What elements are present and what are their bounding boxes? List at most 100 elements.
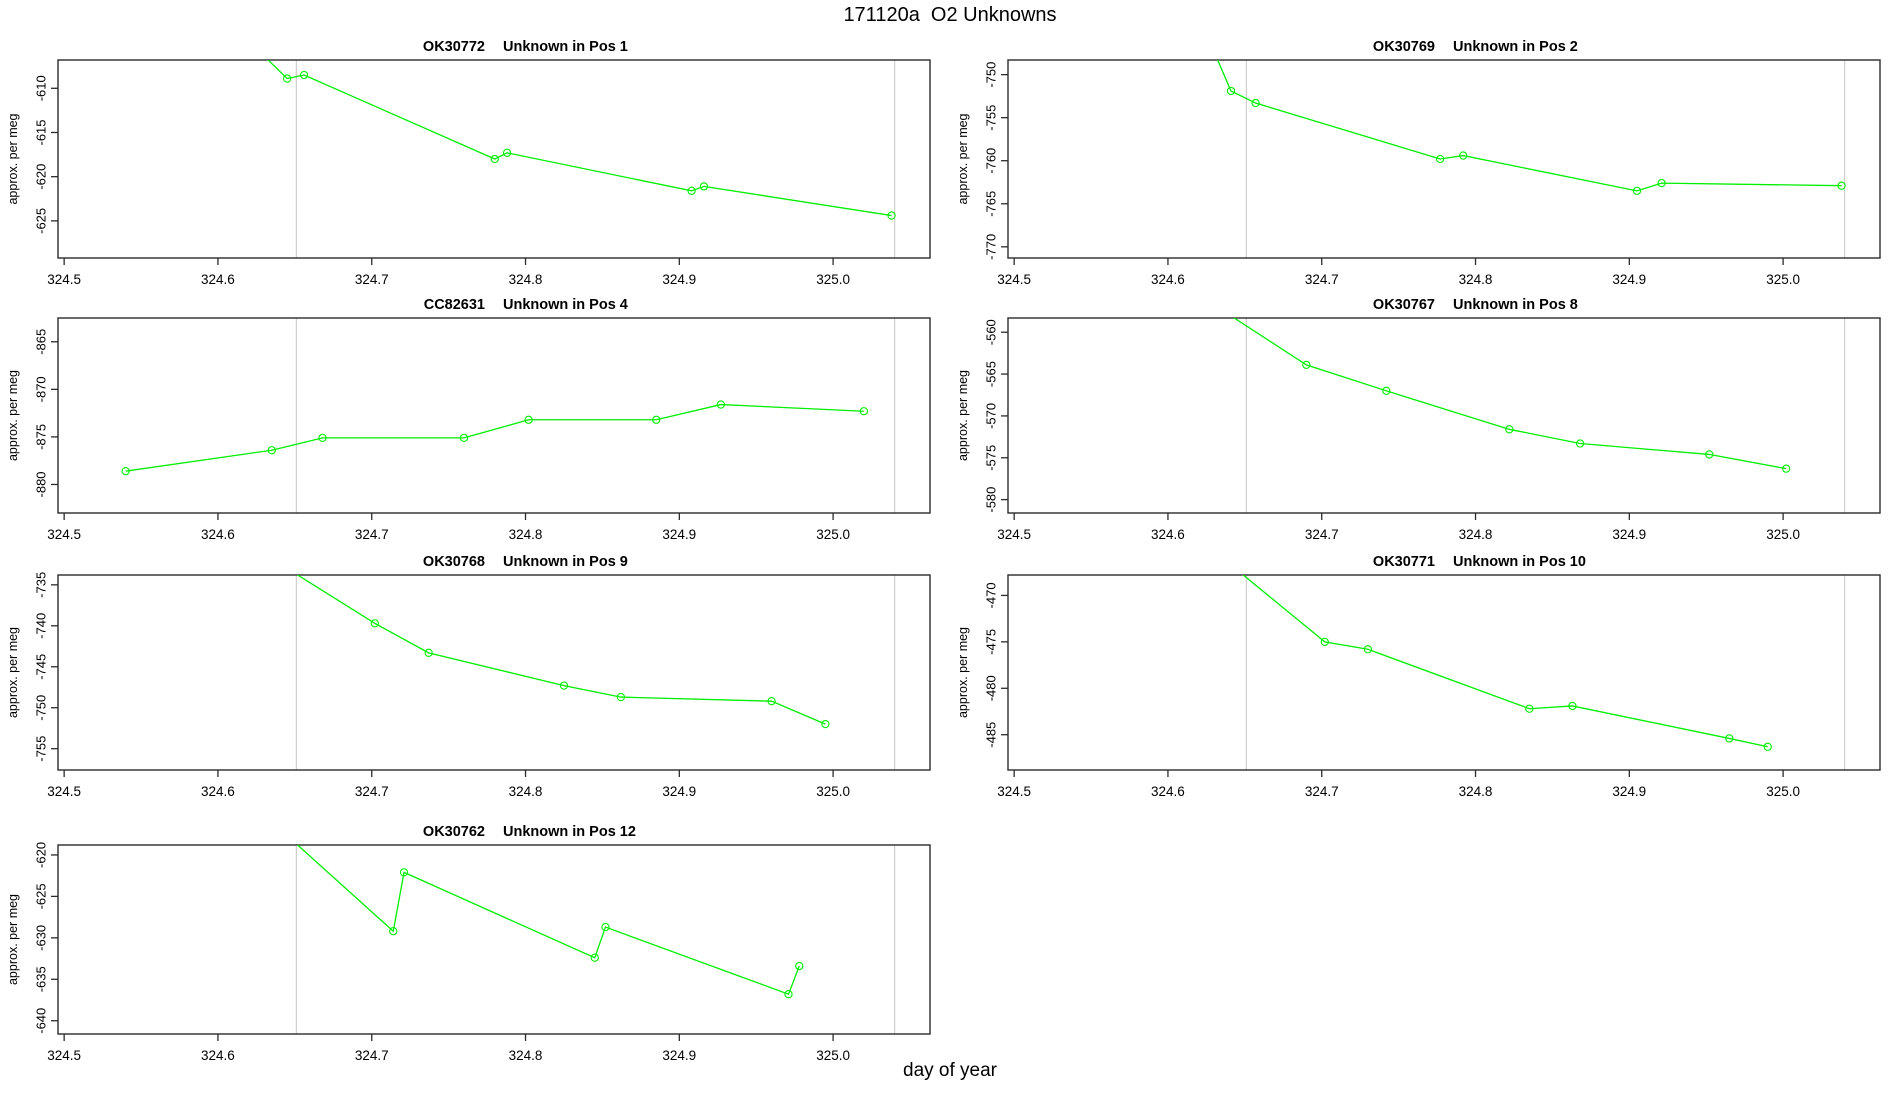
reference-lines — [295, 318, 896, 513]
x-tick-label: 324.9 — [1612, 784, 1646, 799]
data-series-line — [125, 403, 864, 472]
data-series-line — [1242, 575, 1768, 748]
subplot-title-position: Unknown in Pos 12 — [503, 824, 636, 840]
data-point-marker — [559, 681, 569, 690]
y-axis-label: approx. per meg — [6, 627, 20, 718]
reference-lines — [295, 575, 896, 770]
x-tick-label: 324.9 — [662, 1048, 696, 1063]
figure-title: 171120a O2 Unknowns — [843, 4, 1057, 26]
y-tick-label: -620 — [33, 842, 48, 868]
subplot-title-sample-id: OK30768 — [423, 554, 485, 570]
x-tick-label: 324.7 — [1305, 272, 1339, 287]
data-point-marker — [299, 70, 309, 80]
data-point-marker — [490, 154, 499, 164]
y-tick-label: -755 — [33, 736, 48, 762]
data-point-marker — [821, 719, 830, 729]
data-point-marker — [318, 433, 327, 443]
y-axis-label: approx. per meg — [6, 113, 20, 204]
subplot-chart: -620 -625 -630 -635 -640 approx. per meg 324.5… — [6, 824, 931, 1063]
x-tick-label: 325.0 — [1766, 272, 1800, 287]
subplot-title-sample-id: OK30769 — [1373, 39, 1435, 55]
panel-border — [57, 844, 931, 1035]
subplot-chart: -560 -565 -570 -575 -580 approx. per meg 324.5… — [956, 297, 1881, 542]
x-tick-label: 324.8 — [1459, 784, 1493, 799]
y-tick-label: -870 — [33, 376, 48, 402]
y-tick-label: -640 — [33, 1008, 48, 1034]
data-point-marker — [1382, 386, 1391, 395]
data-series-markers — [121, 400, 869, 476]
y-tick-label: -615 — [33, 119, 48, 145]
y-axis-label: approx. per meg — [956, 370, 970, 461]
x-tick-label: 324.9 — [1612, 527, 1646, 542]
data-point-marker — [601, 922, 610, 932]
subplot-ok30762: -620 -625 -630 -635 -640 approx. per meg 324.5… — [0, 815, 950, 1074]
subplot-title-position: Unknown in Pos 9 — [503, 554, 628, 570]
data-point-marker — [399, 868, 409, 877]
data-series-markers — [1320, 637, 1772, 751]
data-point-marker — [1302, 360, 1311, 370]
y-tick-label: -765 — [983, 191, 998, 217]
subplot-ok30772: -610 -615 -620 -625 approx. per meg 324.5 324.… — [0, 30, 950, 298]
y-tick-label: -745 — [33, 654, 48, 680]
y-tick-label: -625 — [33, 208, 48, 234]
subplot-title-sample-id: OK30762 — [423, 824, 485, 840]
data-point-marker — [859, 407, 869, 416]
data-point-marker — [389, 927, 398, 936]
data-point-marker — [616, 692, 626, 702]
data-series-line — [1233, 318, 1787, 470]
x-tick-label: 324.6 — [201, 527, 235, 542]
x-tick-label: 324.5 — [47, 272, 81, 287]
data-point-marker — [1320, 637, 1329, 647]
x-tick-label: 324.8 — [509, 784, 543, 799]
x-tick-label: 324.5 — [47, 1048, 81, 1063]
reference-lines — [1245, 60, 1846, 258]
x-tick-label: 325.0 — [816, 1048, 850, 1063]
data-point-marker — [784, 990, 793, 999]
data-point-marker — [502, 148, 512, 157]
y-tick-label: -485 — [983, 722, 998, 748]
data-series-markers — [282, 70, 896, 220]
x-tick-label: 325.0 — [816, 272, 850, 287]
data-point-marker — [1632, 186, 1642, 196]
x-tick-label: 324.5 — [47, 784, 81, 799]
x-tick-label: 324.9 — [662, 527, 696, 542]
data-point-marker — [282, 74, 292, 83]
data-point-marker — [524, 415, 533, 424]
x-tick-label: 324.7 — [355, 527, 389, 542]
x-tick-label: 325.0 — [816, 784, 850, 799]
data-point-marker — [459, 433, 469, 443]
x-tick-label: 325.0 — [1766, 784, 1800, 799]
data-point-marker — [652, 415, 661, 424]
y-tick-label: -770 — [983, 234, 998, 260]
x-tick-label: 324.6 — [1151, 527, 1185, 542]
y-axis-label: approx. per meg — [956, 113, 970, 204]
y-tick-label: -635 — [33, 966, 48, 992]
y-tick-label: -750 — [33, 695, 48, 721]
x-tick-label: 324.6 — [201, 272, 235, 287]
subplot-title-sample-id: OK30767 — [1373, 297, 1435, 313]
x-tick-label: 324.7 — [1305, 527, 1339, 542]
panel-border — [1007, 317, 1881, 514]
data-series-line — [296, 845, 800, 996]
x-axis: 324.5 324.6 324.7 324.8 324.9 325.0 — [47, 770, 850, 799]
subplot-title-position: Unknown in Pos 2 — [1453, 39, 1578, 55]
data-series-markers — [389, 868, 804, 999]
data-series-markers — [370, 619, 830, 729]
data-point-marker — [1725, 734, 1734, 743]
panel-border — [57, 317, 931, 514]
data-series-markers — [1226, 86, 1846, 196]
y-tick-label: -630 — [33, 925, 48, 951]
y-tick-label: -575 — [983, 445, 998, 471]
subplot-cc82631: -865 -870 -875 -880 approx. per meg 324.5 324.… — [0, 288, 950, 553]
subplot-ok30768: -735 -740 -745 -750 -755 approx. per meg 324.5… — [0, 545, 950, 810]
x-axis: 324.5 324.6 324.7 324.8 324.9 325.0 — [997, 258, 1800, 287]
data-series-markers — [1302, 360, 1791, 473]
data-series-line — [1216, 60, 1842, 192]
data-point-marker — [699, 182, 709, 191]
subplot-ok30769: -750 -755 -760 -765 -770 approx. per meg 324.5… — [950, 30, 1900, 298]
panel-border — [57, 59, 931, 259]
y-tick-label: -740 — [33, 613, 48, 639]
x-tick-label: 324.8 — [509, 272, 543, 287]
